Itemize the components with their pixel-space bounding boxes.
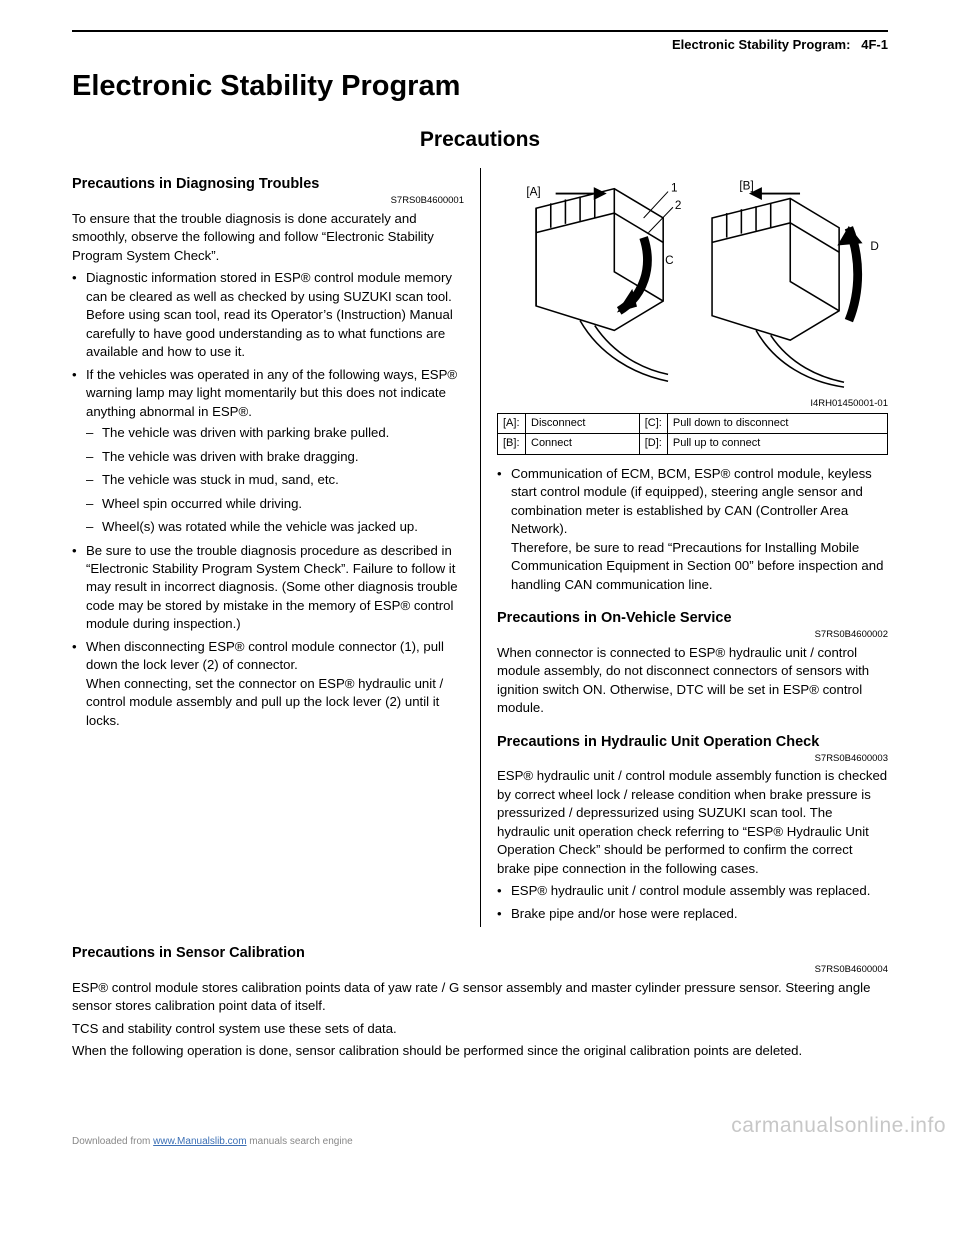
bullet-item: When disconnecting ESP® control module c… xyxy=(72,638,464,730)
left-column: Precautions in Diagnosing Troubles S7RS0… xyxy=(72,168,480,927)
label-d: D xyxy=(870,240,878,253)
header-page: 4F-1 xyxy=(861,37,888,52)
dash-item: The vehicle was driven with brake draggi… xyxy=(86,448,464,466)
footer-suffix: manuals search engine xyxy=(247,1136,353,1147)
body-paragraph: When the following operation is done, se… xyxy=(72,1042,888,1060)
watermark: carmanualsonline.info xyxy=(731,1111,946,1140)
dash-item: The vehicle was driven with parking brak… xyxy=(86,424,464,442)
bullet-item: Diagnostic information stored in ESP® co… xyxy=(72,269,464,361)
sub-title-onvehicle: Precautions in On-Vehicle Service xyxy=(497,608,888,628)
legend-key: [D]: xyxy=(639,434,667,454)
bullet-list: Diagnostic information stored in ESP® co… xyxy=(72,269,464,730)
legend-val: Disconnect xyxy=(526,414,640,434)
body-paragraph: ESP® hydraulic unit / control module ass… xyxy=(497,767,888,878)
bullet-text: Communication of ECM, BCM, ESP® control … xyxy=(511,466,872,536)
body-paragraph: ESP® control module stores calibration p… xyxy=(72,979,888,1016)
label-1: 1 xyxy=(671,182,678,195)
connector-svg: [A] [B] 1 2 C D xyxy=(497,174,888,389)
table-row: [A]: Disconnect [C]: Pull down to discon… xyxy=(498,414,888,434)
sub-title-calibration: Precautions in Sensor Calibration xyxy=(72,943,888,963)
bullet-item: If the vehicles was operated in any of t… xyxy=(72,366,464,537)
bullet-text: Therefore, be sure to read “Precautions … xyxy=(511,540,883,592)
label-c: C xyxy=(665,254,674,267)
body-paragraph: TCS and stability control system use the… xyxy=(72,1020,888,1038)
page-header: Electronic Stability Program: 4F-1 xyxy=(72,36,888,54)
dash-item: The vehicle was stuck in mud, sand, etc. xyxy=(86,471,464,489)
main-title: Electronic Stability Program xyxy=(72,66,888,107)
bullet-list: ESP® hydraulic unit / control module ass… xyxy=(497,882,888,923)
footer-prefix: Downloaded from xyxy=(72,1136,153,1147)
bullet-item: Be sure to use the trouble diagnosis pro… xyxy=(72,542,464,634)
ref-code: S7RS0B4600002 xyxy=(497,628,888,641)
bullet-text: If the vehicles was operated in any of t… xyxy=(86,367,457,419)
dash-item: Wheel spin occurred while driving. xyxy=(86,495,464,513)
dash-item: Wheel(s) was rotated while the vehicle w… xyxy=(86,518,464,536)
bullet-text: When connecting, set the connector on ES… xyxy=(86,676,443,728)
two-column-layout: Precautions in Diagnosing Troubles S7RS0… xyxy=(72,168,888,927)
header-rule xyxy=(72,30,888,32)
label-2: 2 xyxy=(675,199,682,212)
table-row: [B]: Connect [D]: Pull up to connect xyxy=(498,434,888,454)
diagram-caption: I4RH01450001-01 xyxy=(497,397,888,410)
header-section: Electronic Stability Program: xyxy=(672,37,850,52)
body-paragraph: When connector is connected to ESP® hydr… xyxy=(497,644,888,718)
footer-link[interactable]: www.Manualslib.com xyxy=(153,1136,246,1147)
ref-code: S7RS0B4600001 xyxy=(72,194,464,207)
label-b: [B] xyxy=(739,180,753,193)
legend-key: [C]: xyxy=(639,414,667,434)
bullet-text: When disconnecting ESP® control module c… xyxy=(86,639,444,672)
bullet-text: Diagnostic information stored in ESP® co… xyxy=(86,270,453,359)
bullet-item: ESP® hydraulic unit / control module ass… xyxy=(497,882,888,900)
connector-diagram: [A] [B] 1 2 C D I4RH01450001-01 xyxy=(497,174,888,410)
section-title: Precautions xyxy=(72,125,888,154)
legend-key: [B]: xyxy=(498,434,526,454)
dash-list: The vehicle was driven with parking brak… xyxy=(86,424,464,536)
label-a: [A] xyxy=(526,186,540,199)
intro-paragraph: To ensure that the trouble diagnosis is … xyxy=(72,210,464,265)
legend-table: [A]: Disconnect [C]: Pull down to discon… xyxy=(497,413,888,455)
bullet-item: Communication of ECM, BCM, ESP® control … xyxy=(497,465,888,594)
legend-val: Pull up to connect xyxy=(667,434,887,454)
legend-key: [A]: xyxy=(498,414,526,434)
legend-val: Pull down to disconnect xyxy=(667,414,887,434)
full-width-section: Precautions in Sensor Calibration S7RS0B… xyxy=(72,943,888,1061)
sub-title-diagnosing: Precautions in Diagnosing Troubles xyxy=(72,174,464,194)
legend-val: Connect xyxy=(526,434,640,454)
ref-code: S7RS0B4600003 xyxy=(497,752,888,765)
sub-title-hydraulic: Precautions in Hydraulic Unit Operation … xyxy=(497,732,888,752)
bullet-item: Brake pipe and/or hose were replaced. xyxy=(497,905,888,923)
ref-code: S7RS0B4600004 xyxy=(72,963,888,976)
right-column: [A] [B] 1 2 C D I4RH01450001-01 [A]: Dis… xyxy=(480,168,888,927)
bullet-list: Communication of ECM, BCM, ESP® control … xyxy=(497,465,888,594)
